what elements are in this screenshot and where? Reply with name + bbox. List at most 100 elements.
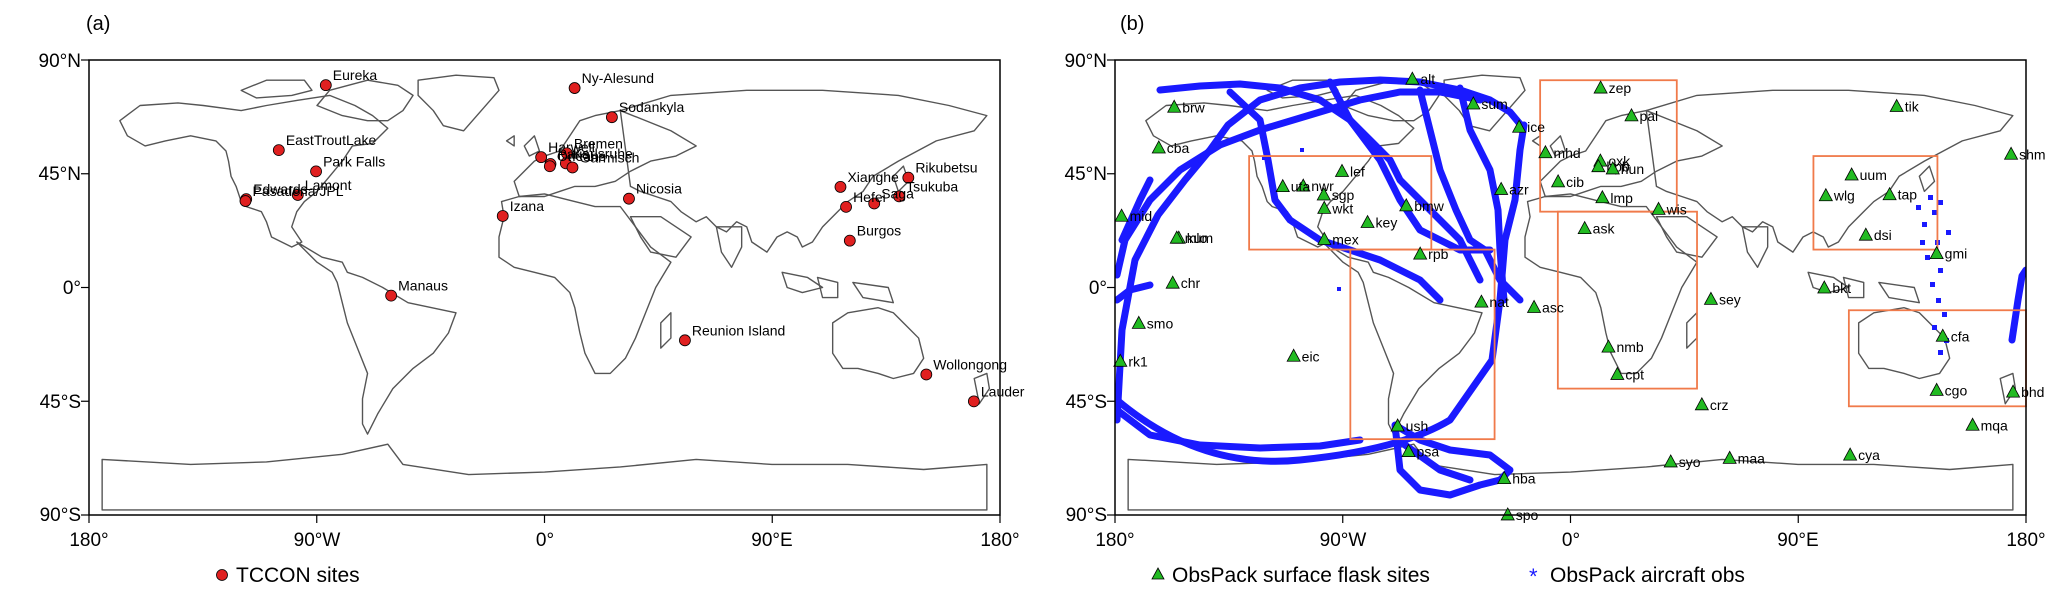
tccon-site-label: Wollongong (933, 356, 1007, 372)
flask-site-marker (1286, 348, 1301, 362)
flask-site-label: cya (1858, 447, 1880, 463)
flask-site-label: cib (1566, 174, 1584, 190)
tccon-site: Xianghe (834, 169, 899, 193)
tccon-site-marker (840, 200, 852, 213)
flask-site-marker (1399, 198, 1414, 212)
tccon-site: Lamont (291, 177, 352, 201)
panel-b-frame (1114, 59, 2027, 516)
panel-a-lon-tick-180w: 180° (69, 530, 108, 551)
panel-b-lat-tick-45s: 45°S (1066, 392, 1107, 413)
tccon-site-marker (568, 82, 581, 94)
flask-site-label: syo (1679, 454, 1701, 470)
flask-site-label: ask (1593, 221, 1616, 237)
flask-site-label: cba (1167, 140, 1190, 156)
tccon-site: Hefei (840, 189, 886, 213)
flask-site-label: rpb (1428, 246, 1448, 262)
tccon-site-label: Harwell (548, 139, 595, 155)
tccon-site-marker (967, 395, 980, 408)
flask-site: ush (1390, 418, 1429, 434)
panel-a-lat-tick-90n: 90°N (39, 51, 81, 72)
flask-site-label: mhd (1553, 145, 1580, 161)
flask-site-label: ush (1406, 418, 1429, 434)
asia-box (1812, 155, 1939, 251)
flask-site-marker (1703, 291, 1719, 305)
tccon-site-marker (834, 180, 847, 193)
flask-site: sgp (1316, 187, 1355, 203)
flask-site-marker (1317, 200, 1332, 214)
flask-site-marker (1935, 328, 1950, 342)
flask-site-marker (1131, 315, 1146, 329)
flask-site-marker (1169, 230, 1184, 244)
flask-site-marker (1114, 208, 1129, 222)
flask-site-label: nwr (1311, 178, 1334, 194)
flask-site-label: key (1376, 215, 1398, 231)
flask-site: mhd (1538, 145, 1581, 161)
flask-site-marker (1577, 220, 1592, 235)
flask-site-label: uum (1860, 167, 1887, 183)
flask-site-marker (1413, 246, 1428, 260)
flask-site-marker (1113, 353, 1128, 367)
flask-site: bmw (1399, 198, 1445, 214)
tccon-site-label: Park Falls (323, 153, 385, 169)
tccon-site-marker (496, 210, 509, 222)
panel-a-lon-tick-90w: 90°W (294, 530, 341, 551)
flask-site-label: cfa (1951, 328, 1970, 344)
flask-site-marker (1818, 187, 1834, 202)
flask-site: mid (1114, 208, 1152, 224)
panel-a-lat-tick-90s: 90°S (40, 505, 81, 526)
tccon-site-label: Eureka (333, 67, 378, 83)
flask-site-label: uta (1291, 179, 1311, 195)
flask-site: uum (1844, 167, 1887, 183)
flask-site-label: brw (1182, 99, 1205, 115)
flask-site-label: asc (1542, 299, 1564, 315)
tccon-site: Orleans (543, 148, 606, 173)
flask-site-marker (1965, 417, 1980, 431)
flask-site-label: psa (1417, 444, 1440, 460)
flask-site-marker (1493, 181, 1509, 195)
tccon-site-marker (239, 195, 252, 207)
flask-site: lef (1334, 163, 1365, 179)
flask-site-marker (1151, 140, 1166, 154)
tccon-site-label: Manaus (398, 278, 448, 294)
legend-tccon-marker (216, 569, 228, 581)
tccon-site: Izana (496, 198, 544, 222)
south-america-box (1349, 248, 1496, 441)
africa-box (1556, 210, 1698, 390)
panel-b-lat-tick-0: 0° (1089, 278, 1107, 299)
tccon-site: Eureka (319, 67, 378, 92)
panel-b-map-area (1115, 60, 2026, 515)
panel-b-lon-tick-180e: 180° (2006, 530, 2045, 551)
flask-site: azr (1493, 181, 1529, 197)
flask-site-label: alt (1420, 71, 1435, 87)
tccon-site-label: Orleans (557, 148, 606, 164)
flask-site-marker (1500, 507, 1515, 521)
flask-site: alt (1405, 71, 1435, 87)
tccon-site-marker (319, 79, 332, 92)
flask-site-label: hun (1621, 161, 1644, 177)
flask-site-label: wkt (1331, 200, 1353, 216)
flask-site-marker (1390, 418, 1405, 432)
panel-a-lon-tick-0: 0° (536, 530, 554, 551)
flask-site-label: azr (1509, 181, 1529, 197)
flask-site-marker (1165, 275, 1180, 289)
tccon-site: Wollongong (920, 356, 1007, 381)
panel-b-lon-tick-180w: 180° (1095, 530, 1134, 551)
tccon-site-label: Xianghe (847, 169, 899, 185)
tccon-site-label: Garmisch (579, 149, 639, 165)
flask-site-marker (1334, 163, 1350, 177)
flask-site: lmp (1595, 190, 1633, 206)
flask-site-label: pal (1639, 108, 1658, 124)
flask-site-marker (2005, 384, 2021, 398)
flask-site: gmi (1929, 245, 1968, 262)
flask-site-marker (1929, 245, 1944, 260)
panel-b-lon-tick-90w: 90°W (1320, 530, 1367, 551)
panel-a-lat-tick-0: 0° (63, 278, 81, 299)
flask-site: mlo (1169, 230, 1208, 246)
flask-site-label: gmi (1945, 246, 1968, 262)
flask-site: cpt (1610, 366, 1644, 382)
tccon-site: Nicosia (623, 181, 682, 205)
flask-site: tap (1882, 187, 1917, 203)
flask-site-label: bkt (1832, 280, 1851, 296)
